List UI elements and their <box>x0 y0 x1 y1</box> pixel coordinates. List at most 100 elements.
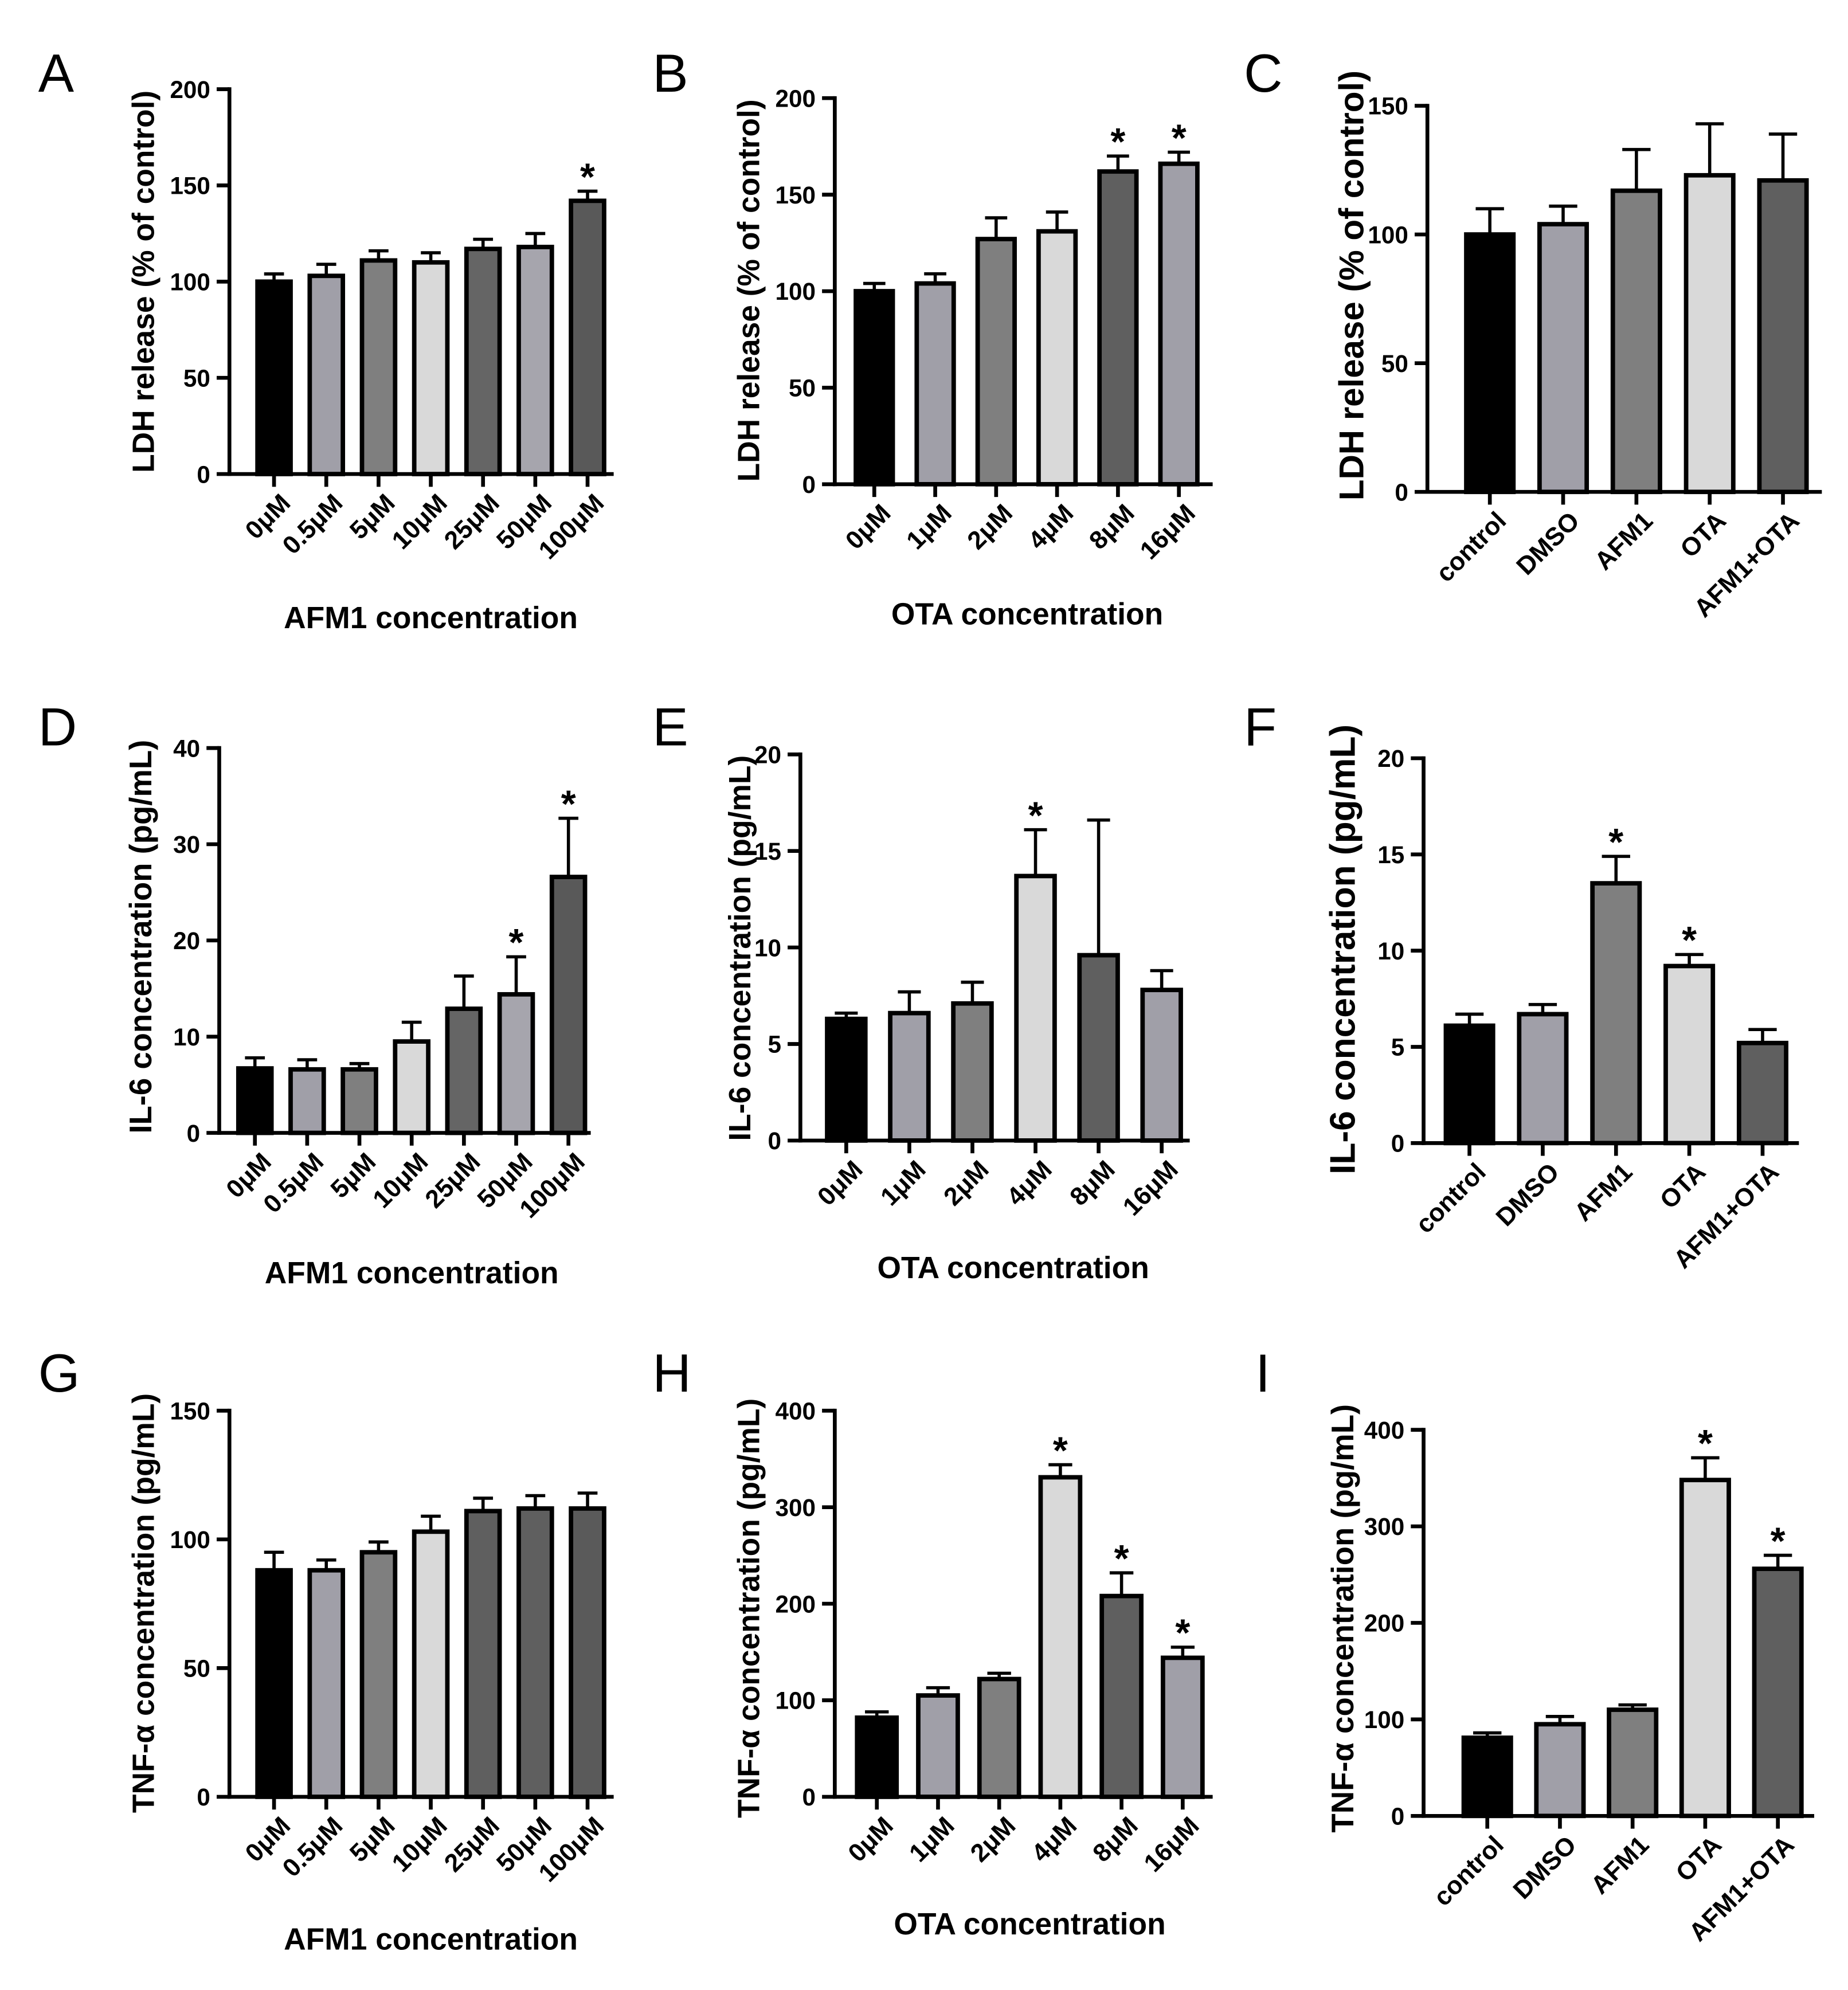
bar-dmso <box>1517 1012 1569 1146</box>
x-tick-label-dmso: DMSO <box>1508 1831 1582 1905</box>
x-axis-title: OTA concentration <box>877 1251 1149 1285</box>
panel-letter: G <box>38 1343 80 1403</box>
bar-control <box>1461 1735 1513 1819</box>
panel-letter: F <box>1244 697 1277 757</box>
panel-b: B 0μM 1μM 2μM 4μM * 8μM * 16μM 0 50 100 150 200 OTA co… <box>652 43 1213 631</box>
significance-marker-ota: * <box>1682 919 1697 962</box>
bar-16um <box>1140 988 1183 1143</box>
y-tick-label-300: 300 <box>1364 1513 1404 1540</box>
bar-25um <box>464 1509 502 1799</box>
x-axis-title: OTA concentration <box>891 597 1163 631</box>
y-tick-label-10: 10 <box>173 1024 200 1051</box>
y-tick-label-20: 20 <box>1377 745 1404 772</box>
bar-0-5um <box>288 1067 326 1135</box>
y-tick-label-0: 0 <box>1395 479 1408 506</box>
y-axis-title: TNF-α concentration (pg/mL) <box>732 1399 766 1818</box>
bar-100um <box>569 198 606 476</box>
bar-4um <box>1014 873 1057 1143</box>
bar-50um <box>497 992 535 1135</box>
panel-letter: E <box>652 697 688 757</box>
y-tick-label-100: 100 <box>1364 1706 1404 1733</box>
y-tick-label-100: 100 <box>776 1687 816 1714</box>
x-tick-label-control: control <box>1411 1158 1491 1239</box>
x-tick-label-2um: 2μM <box>965 1812 1021 1868</box>
x-tick-label-4um: 4μM <box>1001 1155 1058 1212</box>
panel-letter: A <box>38 43 75 103</box>
bar-50um <box>516 1506 554 1799</box>
x-tick-label-0-5um: 0.5μM <box>277 489 349 560</box>
panel-f: FcontrolDMSO*AFM1*OTAAFM1+OTA05101520IL-… <box>1244 697 1799 1274</box>
x-tick-label-afm1: AFM1 <box>1569 1158 1638 1227</box>
x-axis-title: OTA concentration <box>894 1907 1165 1941</box>
y-tick-label-100: 100 <box>776 278 816 305</box>
bar-afm1-ota <box>1736 1040 1788 1146</box>
y-tick-label-150: 150 <box>170 1397 210 1424</box>
y-tick-label-15: 15 <box>754 838 781 865</box>
x-tick-label-afm1: AFM1 <box>1585 1831 1654 1899</box>
panel-h: H 0μM 1μM 2μM * 4μM * 8μM * 16μM 0 100 200 300 400 OTA … <box>652 1343 1213 1941</box>
x-tick-label-25um: 25μM <box>420 1147 486 1213</box>
x-tick-label-dmso: DMSO <box>1491 1158 1565 1232</box>
x-tick-label-16um: 16μM <box>1118 1155 1184 1221</box>
bar-0um <box>825 1016 868 1143</box>
x-tick-label-0um: 0μM <box>812 1155 868 1212</box>
bar-control <box>1464 232 1516 495</box>
bar-100um <box>569 1506 606 1799</box>
y-tick-label-400: 400 <box>1364 1417 1404 1444</box>
x-tick-label-control: control <box>1431 507 1512 587</box>
significance-marker-8um: * <box>1114 1538 1129 1580</box>
y-tick-label-200: 200 <box>170 76 210 103</box>
bar-0-5um <box>307 1568 346 1799</box>
x-tick-label-afm1: AFM1 <box>1589 507 1658 575</box>
bar-50um <box>516 245 554 476</box>
x-tick-label-4um: 4μM <box>1027 1812 1083 1868</box>
y-tick-label-0: 0 <box>1391 1130 1405 1157</box>
y-tick-label-0: 0 <box>802 1784 816 1811</box>
bar-2um <box>977 1676 1021 1799</box>
significance-marker-100um: * <box>580 156 595 198</box>
y-tick-label-10: 10 <box>1377 938 1404 965</box>
x-tick-label-4um: 4μM <box>1023 499 1079 555</box>
bar-afm1 <box>1610 188 1662 495</box>
x-tick-label-25um: 25μM <box>439 489 505 555</box>
y-tick-label-200: 200 <box>1364 1610 1404 1637</box>
bar-1um <box>888 1010 931 1143</box>
y-tick-label-100: 100 <box>170 269 210 296</box>
bar-afm1-ota <box>1757 178 1809 495</box>
bar-dmso <box>1537 222 1589 495</box>
y-axis-title: IL-6 concentration (pg/mL) <box>1324 724 1363 1174</box>
y-tick-label-0: 0 <box>1391 1803 1405 1830</box>
significance-marker-afm1: * <box>1608 821 1623 864</box>
x-tick-label-8um: 8μM <box>1087 1812 1144 1868</box>
y-tick-label-200: 200 <box>776 1591 816 1617</box>
significance-marker-16um: * <box>1175 1612 1190 1655</box>
y-tick-label-400: 400 <box>776 1397 816 1424</box>
y-tick-label-150: 150 <box>170 173 210 199</box>
y-axis-title: LDH release (% of control) <box>127 91 160 473</box>
y-tick-label-0: 0 <box>197 461 210 488</box>
x-tick-label-ota: OTA <box>1670 1831 1727 1887</box>
y-tick-label-0: 0 <box>197 1784 210 1811</box>
bar-1um <box>916 1693 960 1799</box>
bar-2um <box>951 1001 994 1143</box>
y-tick-label-300: 300 <box>776 1494 816 1521</box>
bar-0-5um <box>307 273 346 476</box>
x-tick-label-1um: 1μM <box>904 1812 960 1868</box>
y-axis-title: TNF-α concentration (pg/mL) <box>1325 1404 1360 1833</box>
y-axis-title: IL-6 concentration (pg/mL) <box>123 740 158 1134</box>
bar-0um <box>236 1066 274 1135</box>
y-tick-label-20: 20 <box>173 927 200 954</box>
y-tick-label-50: 50 <box>1381 350 1408 377</box>
x-tick-label-ota: OTA <box>1675 507 1732 563</box>
x-tick-label-25um: 25μM <box>439 1812 505 1878</box>
y-axis-title: IL-6 concentration (pg/mL) <box>723 755 757 1141</box>
bar-control <box>1443 1023 1495 1146</box>
y-axis-title: TNF-α concentration (pg/mL) <box>127 1393 160 1813</box>
bar-10um <box>412 260 450 476</box>
x-tick-label-10um: 10μM <box>387 1812 453 1878</box>
y-tick-label-150: 150 <box>1368 93 1408 120</box>
bar-16um <box>1160 1655 1205 1799</box>
